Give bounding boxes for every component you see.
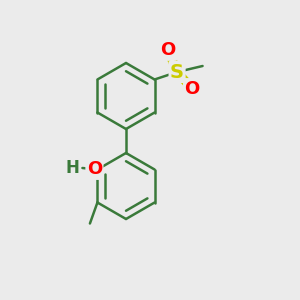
Text: H: H: [65, 159, 80, 177]
Text: O: O: [87, 160, 102, 178]
Text: O: O: [184, 80, 200, 98]
Text: S: S: [170, 62, 184, 82]
Text: O: O: [160, 41, 176, 59]
